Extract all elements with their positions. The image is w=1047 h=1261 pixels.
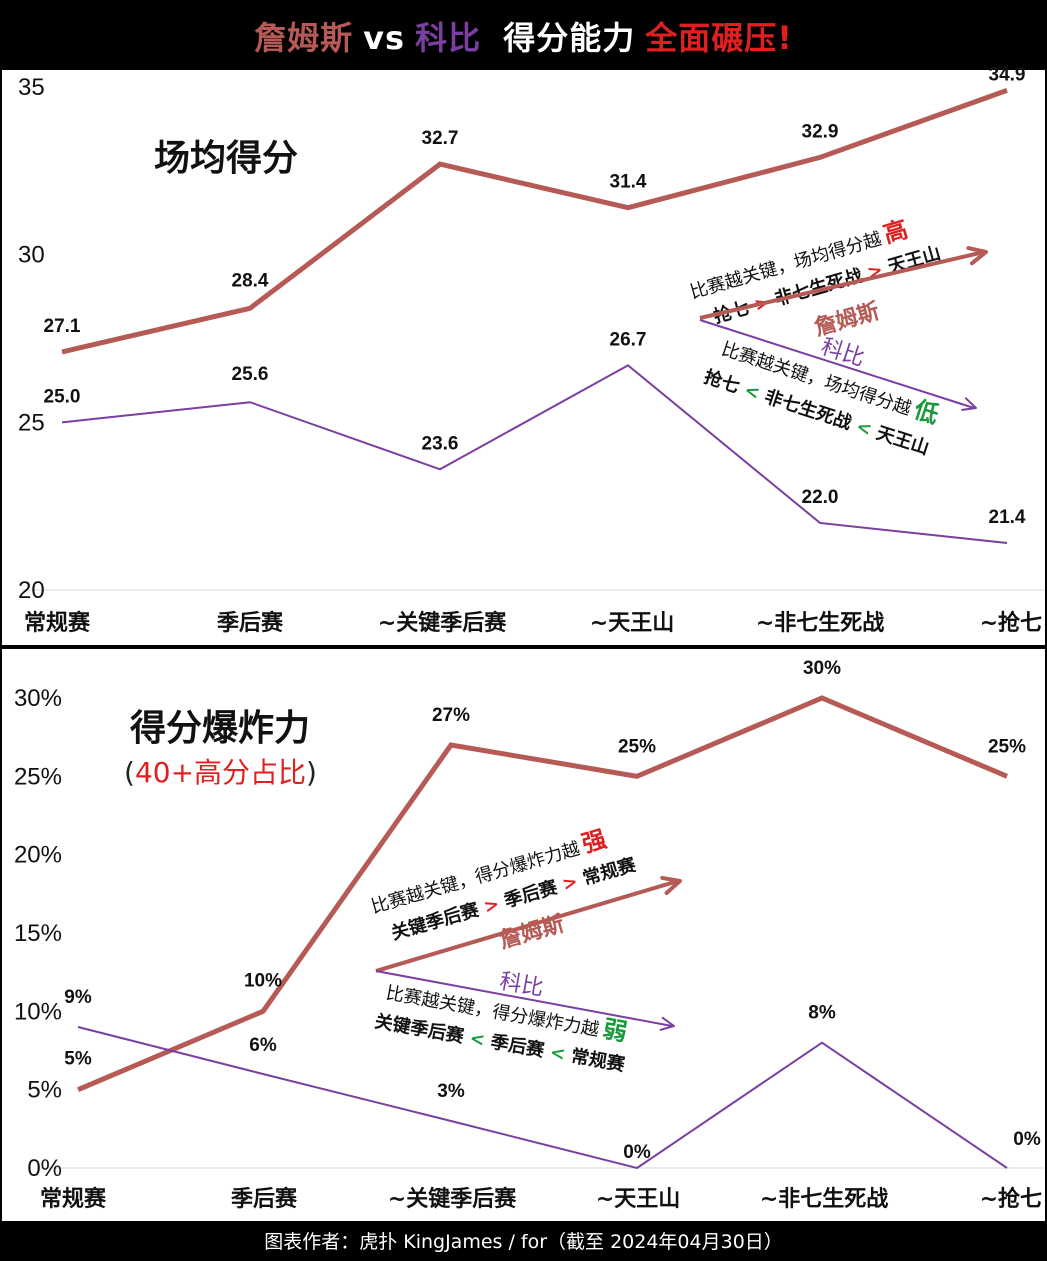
y-tick-label: 25 [18, 409, 45, 436]
order-token: < [542, 1041, 573, 1066]
data-label-kobe: 6% [249, 1035, 277, 1056]
data-label-kobe: 8% [808, 1003, 836, 1024]
data-label-james: 25% [618, 736, 656, 757]
y-tick-label: 35 [18, 74, 45, 101]
x-category-label: ~非七生死战 [756, 611, 884, 636]
y-tick-label: 20% [14, 842, 62, 869]
data-label-kobe: 26.7 [610, 329, 647, 350]
order-token: 关键季后赛 [373, 1010, 466, 1047]
data-label-james: 27.1 [44, 316, 81, 337]
x-category-label: ~天王山 [596, 1187, 680, 1212]
y-tick-label: 10% [14, 998, 62, 1025]
data-label-kobe: 22.0 [802, 487, 839, 508]
annotation-james-word: 高 [880, 215, 911, 249]
order-token: 常规赛 [569, 1045, 627, 1076]
arrow-james-shaft [375, 879, 679, 973]
x-category-label: 季后赛 [231, 1186, 298, 1212]
data-label-james: 30% [803, 658, 841, 679]
x-category-label: ~天王山 [590, 611, 674, 636]
data-label-kobe: 25.0 [44, 386, 81, 407]
data-label-james: 31.4 [610, 172, 647, 193]
title-tail: 全面碾压! [645, 19, 793, 57]
data-label-kobe: 25.6 [232, 364, 269, 385]
subtitle-text: 40+高分占比 [135, 756, 306, 789]
x-category-label: ~非七生死战 [760, 1187, 888, 1212]
data-label-kobe: 23.6 [422, 433, 459, 454]
data-label-james: 28.4 [232, 270, 269, 291]
annotation-james-name: 詹姆斯 [812, 298, 883, 341]
title-kobe: 科比 [415, 19, 482, 57]
chart-subtitle: (40+高分占比) [124, 756, 317, 789]
data-label-kobe: 0% [623, 1142, 651, 1163]
annotation-kobe-word: 弱 [601, 1015, 629, 1047]
data-label-kobe: 0% [1013, 1129, 1041, 1150]
data-label-kobe: 21.4 [989, 507, 1026, 528]
series-line-james [61, 88, 1008, 355]
chart-panel-explosiveness: 0% 5% 10% 15% 20% 25% 30% 常规赛 季后赛 ~关键季后赛 ~天王山 ~非七生死… [2, 649, 1045, 1221]
arrow-kobe-head [659, 1016, 675, 1031]
series-line-kobe [61, 364, 1008, 545]
data-label-kobe: 3% [437, 1081, 465, 1102]
series-line-james [77, 695, 1008, 1092]
subtitle-paren: ) [306, 756, 317, 789]
footer-credit: 图表作者：虎扑 KingJames / for（截至 2024年04月30日） [0, 1224, 1047, 1261]
arrow-kobe-shaft [699, 319, 975, 409]
data-label-james: 27% [432, 705, 470, 726]
series-line-kobe [77, 1026, 1008, 1170]
chart-explosiveness: 0%5%10%15%20%25%30%常规赛 季后赛 ~关键季后赛 ~天王山 ~非七生死… [14, 658, 1045, 1212]
order-token: 天王山 [874, 423, 932, 460]
chart-title: 得分爆炸力 [130, 708, 310, 749]
data-label-james: 32.7 [422, 128, 459, 149]
data-label-james: 32.9 [802, 121, 839, 142]
x-category-label: ~关键季后赛 [378, 610, 507, 636]
y-tick-label: 20 [18, 577, 45, 604]
data-label-james: 5% [64, 1049, 92, 1070]
order-token: < [462, 1027, 493, 1052]
x-category-label: 常规赛 [40, 1186, 107, 1212]
chart-panel-avg-points: 20 25 30 35 常规赛 季后赛 ~关键季后赛 ~天王山 ~非七生死战 ~抢七 27.1 28.… [2, 64, 1045, 645]
chart-title: 场均得分 [154, 138, 298, 179]
arrow-kobe-shaft [375, 970, 673, 1027]
y-tick-label: 25% [14, 763, 62, 790]
y-tick-label: 15% [14, 920, 62, 947]
y-tick-label: 30 [18, 242, 45, 269]
annotation-kobe-name: 科比 [498, 969, 546, 1001]
data-label-james: 25% [988, 736, 1026, 757]
order-token: 常规赛 [580, 853, 639, 889]
arrow-james-head [660, 875, 682, 895]
subtitle-paren: ( [124, 756, 135, 789]
x-category-label: 季后赛 [217, 610, 284, 636]
arrow-kobe-head [961, 397, 977, 411]
order-token: 季后赛 [502, 876, 561, 912]
data-label-james: 34.9 [989, 64, 1026, 85]
annotation-kobe-name: 科比 [818, 334, 868, 371]
x-category-label: ~抢七 [980, 610, 1042, 636]
y-tick-label: 30% [14, 685, 62, 712]
data-label-james: 10% [244, 970, 282, 991]
arrow-james-shaft [699, 250, 985, 320]
annotation-james-word: 强 [579, 825, 610, 859]
x-category-label: ~关键季后赛 [388, 1186, 517, 1212]
title-james: 詹姆斯 [254, 19, 354, 57]
x-category-label: ~抢七 [980, 1186, 1042, 1212]
data-label-kobe: 9% [64, 987, 92, 1008]
chart-avg-points: 20 25 30 35 常规赛 季后赛 ~关键季后赛 ~天王山 ~非七生死战 ~抢七 27.1 28.… [18, 64, 1045, 636]
title-mid: 得分能力 [503, 19, 636, 57]
arrow-james-head [966, 246, 988, 266]
y-tick-label: 5% [27, 1077, 62, 1104]
x-category-label: 常规赛 [24, 610, 91, 636]
main-title: 詹姆斯 vs 科比 得分能力 全面碾压! [0, 0, 1047, 70]
order-token: 季后赛 [489, 1031, 547, 1062]
y-tick-label: 0% [27, 1155, 62, 1182]
title-vs: vs [363, 19, 406, 57]
annotation-kobe-word: 低 [910, 395, 942, 429]
